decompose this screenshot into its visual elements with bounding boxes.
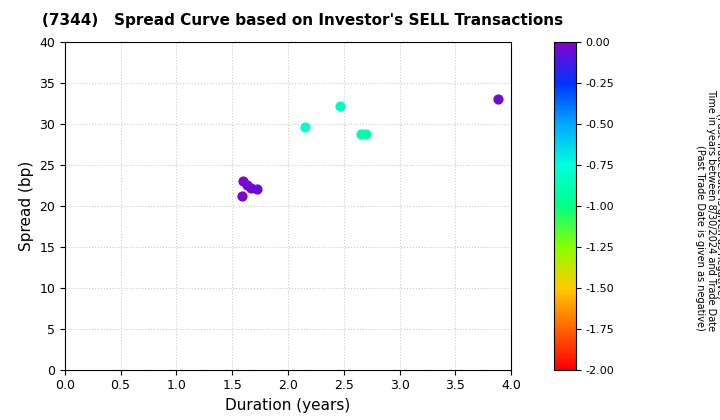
Text: (7344)   Spread Curve based on Investor's SELL Transactions: (7344) Spread Curve based on Investor's … — [42, 13, 563, 28]
Point — [335, 102, 346, 109]
Point — [299, 124, 310, 131]
Point — [492, 96, 503, 102]
Point — [236, 193, 248, 199]
Point — [355, 130, 366, 137]
Text: Time in years between 8/30/2024 and Trade Date
(Past Trade Date is given as nega: Time in years between 8/30/2024 and Trad… — [695, 89, 716, 331]
Point — [246, 184, 257, 191]
X-axis label: Duration (years): Duration (years) — [225, 398, 351, 413]
Point — [251, 186, 263, 193]
Point — [361, 130, 372, 137]
Y-axis label: Spread (bp): Spread (bp) — [19, 161, 34, 251]
Y-axis label: Time in years between 8/30/2024 and Trade Date
(Past Trade Date is given as nega: Time in years between 8/30/2024 and Trad… — [715, 85, 720, 327]
Point — [241, 182, 253, 189]
Point — [238, 178, 249, 184]
